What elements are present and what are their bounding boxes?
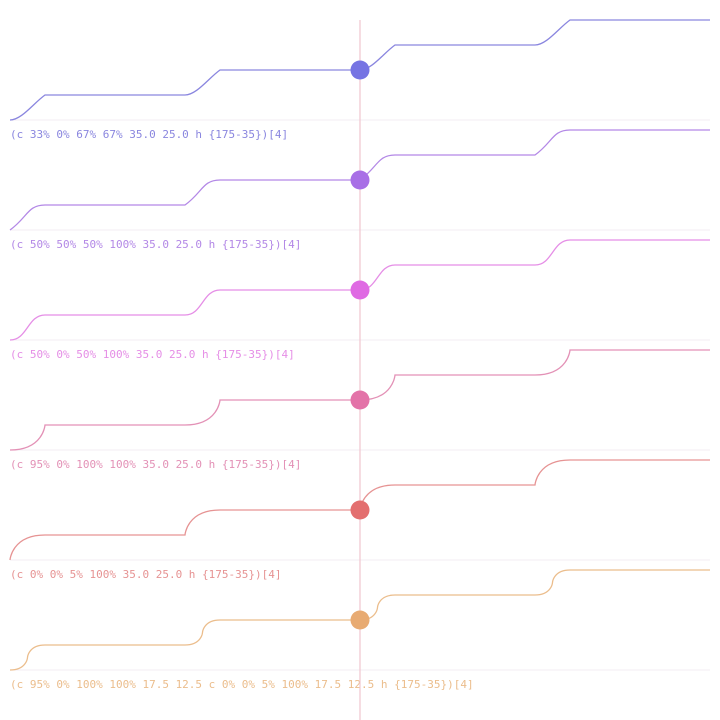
curve-label: (c 95% 0% 100% 100% 17.5 12.5 c 0% 0% 5%… <box>10 678 474 691</box>
playhead-marker[interactable] <box>350 610 370 630</box>
playhead-marker[interactable] <box>350 280 370 300</box>
curve-label: (c 95% 0% 100% 100% 35.0 25.0 h {175-35}… <box>10 458 301 471</box>
playhead-marker[interactable] <box>350 170 370 190</box>
playhead-marker[interactable] <box>350 500 370 520</box>
playhead-marker[interactable] <box>350 60 370 80</box>
curve-label: (c 50% 50% 50% 100% 35.0 25.0 h {175-35}… <box>10 238 301 251</box>
curve-label: (c 0% 0% 5% 100% 35.0 25.0 h {175-35})[4… <box>10 568 282 581</box>
playhead-marker[interactable] <box>350 390 370 410</box>
curve-label: (c 33% 0% 67% 67% 35.0 25.0 h {175-35})[… <box>10 128 288 141</box>
curve-label: (c 50% 0% 50% 100% 35.0 25.0 h {175-35})… <box>10 348 295 361</box>
